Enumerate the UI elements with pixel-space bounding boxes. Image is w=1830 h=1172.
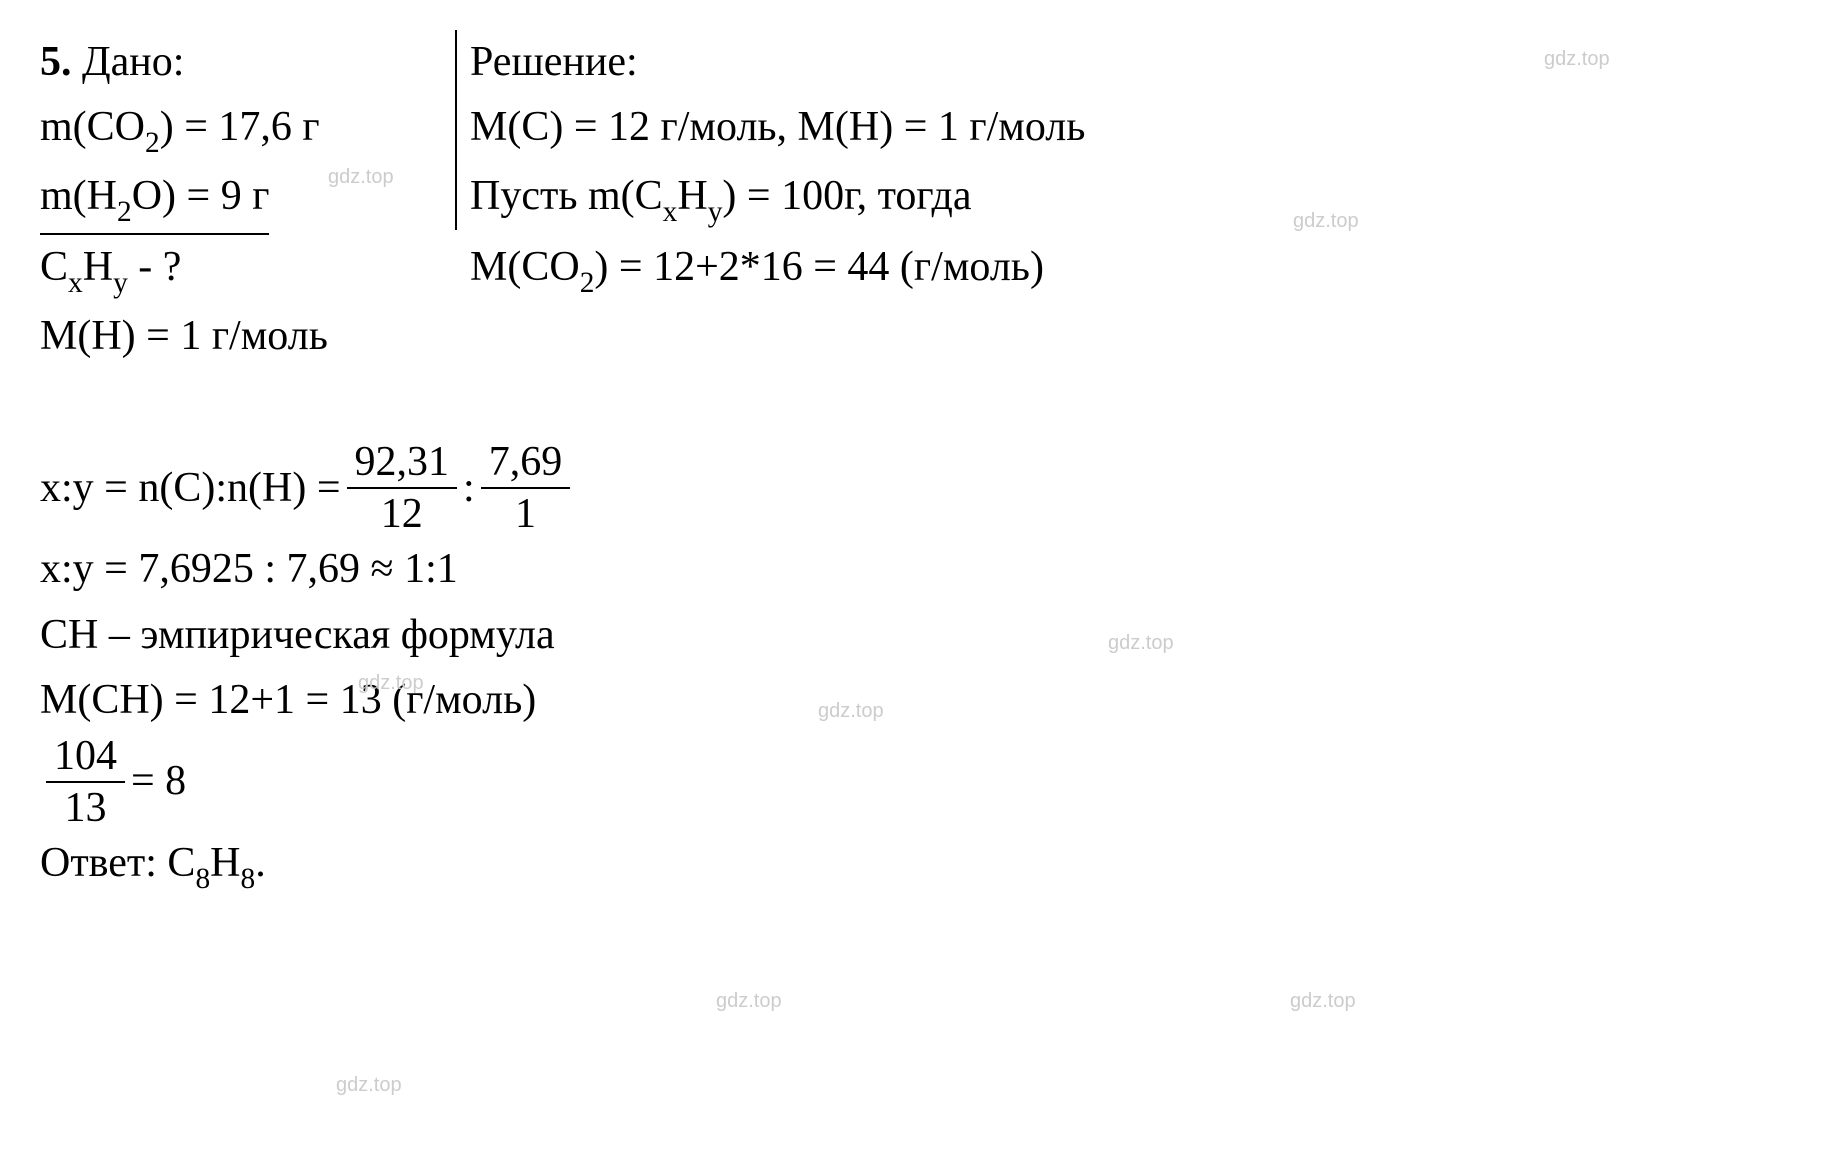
watermark: gdz.top	[716, 990, 782, 1013]
row-2: m(CO2) = 17,6 г M(C) = 12 г/моль, M(H) =…	[40, 95, 1790, 164]
problem-number: 5.	[40, 39, 72, 85]
resh-l3-sub: 2	[580, 267, 595, 299]
dano-line2-a: m(H	[40, 173, 117, 219]
calc-l1-colon: :	[463, 456, 475, 521]
dano-line2-b: O) = 9 г	[132, 173, 270, 219]
fraction-2: 7,69 1	[481, 439, 571, 537]
extra-line: M(H) = 1 г/моль	[40, 304, 1790, 369]
dano-line2: m(H2O) = 9 г	[40, 164, 470, 235]
fraction-1: 92,31 12	[347, 439, 458, 537]
calc-line2: x:y = 7,6925 : 7,69 ≈ 1:1	[40, 537, 1790, 602]
ans-a: Ответ: C	[40, 840, 195, 886]
frac2-num: 7,69	[481, 439, 571, 489]
dano-line1: m(CO2) = 17,6 г	[40, 95, 470, 164]
calc-line5: 104 13 = 8	[40, 733, 1790, 831]
fraction-3: 104 13	[46, 733, 125, 831]
resh-l2-sy: y	[708, 196, 723, 228]
reshenie-line2: Пусть m(CxHy) = 100г, тогда	[470, 164, 1790, 233]
dano-line2-underlined: m(H2O) = 9 г	[40, 164, 269, 235]
dano-line2-sub: 2	[117, 196, 132, 228]
watermark: gdz.top	[336, 1074, 402, 1097]
find-sy: y	[113, 267, 128, 299]
calc-line3: CH – эмпирическая формула	[40, 603, 1790, 668]
calc-l1-label: x:y = n(C):n(H) =	[40, 456, 341, 521]
resh-l3-a: M(CO	[470, 244, 580, 290]
dano-find: CxHy - ?	[40, 235, 470, 304]
dano-heading: Дано:	[82, 39, 184, 85]
dano-line1-b: ) = 17,6 г	[160, 104, 320, 150]
dano-line1-a: m(CO	[40, 104, 145, 150]
header-row: 5. Дано: Решение:	[40, 30, 1790, 95]
find-c: - ?	[128, 244, 182, 290]
frac1-den: 12	[373, 489, 431, 537]
reshenie-line1: M(C) = 12 г/моль, M(H) = 1 г/моль	[470, 95, 1790, 160]
resh-l2-c: ) = 100г, тогда	[722, 173, 971, 219]
frac1-num: 92,31	[347, 439, 458, 489]
calc-line1: x:y = n(C):n(H) = 92,31 12 : 7,69 1	[40, 439, 1790, 537]
reshenie-line3: M(CO2) = 12+2*16 = 44 (г/моль)	[470, 235, 1790, 304]
reshenie-heading: Решение:	[470, 39, 638, 85]
vertical-divider	[455, 30, 457, 230]
answer-line: Ответ: C8H8.	[40, 831, 1790, 900]
find-a: C	[40, 244, 68, 290]
ans-s1: 8	[195, 863, 210, 895]
ans-b: H	[210, 840, 240, 886]
calc-line4: M(CH) = 12+1 = 13 (г/моль)	[40, 668, 1790, 733]
spacer	[40, 369, 1790, 439]
resh-l3-b: ) = 12+2*16 = 44 (г/моль)	[594, 244, 1044, 290]
watermark: gdz.top	[1290, 990, 1356, 1013]
ans-s2: 8	[241, 863, 256, 895]
row-4: CxHy - ? M(CO2) = 12+2*16 = 44 (г/моль)	[40, 235, 1790, 304]
frac3-den: 13	[57, 783, 115, 831]
row-3: m(H2O) = 9 г Пусть m(CxHy) = 100г, тогда	[40, 164, 1790, 235]
dano-heading-cell: 5. Дано:	[40, 30, 470, 95]
frac3-eq: = 8	[131, 749, 186, 814]
ans-c: .	[255, 840, 266, 886]
find-sx: x	[68, 267, 83, 299]
resh-l2-sx: x	[663, 196, 678, 228]
dano-line1-sub: 2	[145, 127, 160, 159]
frac3-num: 104	[46, 733, 125, 783]
reshenie-heading-cell: Решение:	[470, 30, 1790, 95]
resh-l2-b: H	[677, 173, 707, 219]
find-b: H	[83, 244, 113, 290]
resh-l2-a: Пусть m(C	[470, 173, 663, 219]
frac2-den: 1	[507, 489, 544, 537]
